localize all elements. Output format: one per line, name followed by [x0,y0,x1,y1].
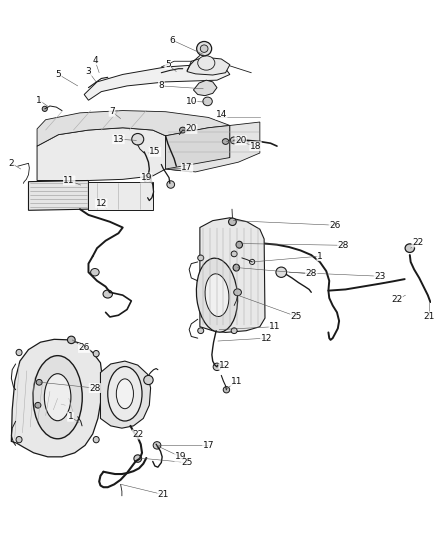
Text: 26: 26 [329,221,340,230]
Text: 6: 6 [169,36,175,45]
Text: 5: 5 [56,70,61,79]
Text: 7: 7 [109,107,115,116]
Text: 12: 12 [261,334,272,343]
Ellipse shape [117,379,134,409]
Polygon shape [88,182,153,211]
Ellipse shape [44,374,71,421]
Polygon shape [11,340,102,457]
Ellipse shape [144,175,152,182]
Text: 11: 11 [64,176,75,185]
Polygon shape [37,128,166,181]
Polygon shape [100,361,151,428]
Polygon shape [28,181,88,211]
Ellipse shape [33,356,82,439]
Text: 17: 17 [181,164,193,172]
Text: 18: 18 [250,142,261,151]
Text: 22: 22 [132,430,143,439]
Ellipse shape [197,42,212,56]
Text: 10: 10 [186,97,197,106]
Ellipse shape [223,386,230,393]
Polygon shape [187,57,230,75]
Ellipse shape [42,106,47,111]
Ellipse shape [231,328,237,334]
Ellipse shape [103,290,113,298]
Text: 1: 1 [36,96,42,105]
Ellipse shape [16,437,22,443]
Text: 11: 11 [230,377,242,386]
Ellipse shape [108,367,142,421]
Text: 25: 25 [181,458,193,467]
Text: 2: 2 [8,159,14,168]
Ellipse shape [200,45,208,52]
Ellipse shape [180,127,186,133]
Ellipse shape [67,336,75,344]
Text: 22: 22 [391,295,403,304]
Ellipse shape [91,269,99,276]
Ellipse shape [205,274,229,317]
Text: 21: 21 [424,312,435,321]
Text: 17: 17 [203,441,214,450]
Ellipse shape [198,328,204,334]
Text: 15: 15 [149,147,161,156]
Text: 23: 23 [374,272,385,281]
Text: 4: 4 [92,55,98,64]
Text: 1: 1 [317,252,323,261]
Polygon shape [166,125,230,172]
Ellipse shape [35,402,41,408]
Text: 28: 28 [338,241,349,250]
Polygon shape [166,122,260,172]
Ellipse shape [203,97,212,106]
Text: 12: 12 [219,361,230,369]
Text: 25: 25 [290,312,302,321]
Ellipse shape [16,349,22,356]
Text: 12: 12 [95,199,107,208]
Text: 28: 28 [306,270,317,278]
Text: 19: 19 [141,173,152,182]
Text: 8: 8 [159,82,164,91]
Ellipse shape [236,241,243,248]
Ellipse shape [36,379,42,385]
Ellipse shape [229,218,236,225]
Polygon shape [84,64,230,100]
Ellipse shape [223,139,229,144]
Ellipse shape [132,133,144,145]
Ellipse shape [233,264,240,271]
Text: 28: 28 [89,384,101,392]
Text: 13: 13 [113,135,124,144]
Text: 1: 1 [67,412,73,421]
Ellipse shape [93,351,99,357]
Text: 14: 14 [215,110,227,119]
Ellipse shape [405,244,414,253]
Ellipse shape [93,437,99,443]
Ellipse shape [167,181,175,188]
Text: 19: 19 [175,453,186,462]
Text: 11: 11 [269,322,281,331]
Ellipse shape [276,267,286,277]
Ellipse shape [196,258,238,332]
Ellipse shape [230,137,238,144]
Ellipse shape [213,363,221,370]
Ellipse shape [234,289,241,296]
Text: 21: 21 [158,490,169,499]
Ellipse shape [198,255,204,261]
Text: 20: 20 [235,136,246,145]
Text: 20: 20 [186,124,197,133]
Ellipse shape [153,442,161,449]
Text: 3: 3 [85,67,92,76]
Polygon shape [37,110,230,146]
Ellipse shape [198,56,215,70]
Ellipse shape [134,455,141,462]
Polygon shape [200,218,265,333]
Text: 26: 26 [78,343,90,352]
Text: 5: 5 [165,60,171,69]
Polygon shape [194,80,217,95]
Text: 22: 22 [412,238,423,247]
Ellipse shape [231,251,237,257]
Ellipse shape [144,375,153,385]
